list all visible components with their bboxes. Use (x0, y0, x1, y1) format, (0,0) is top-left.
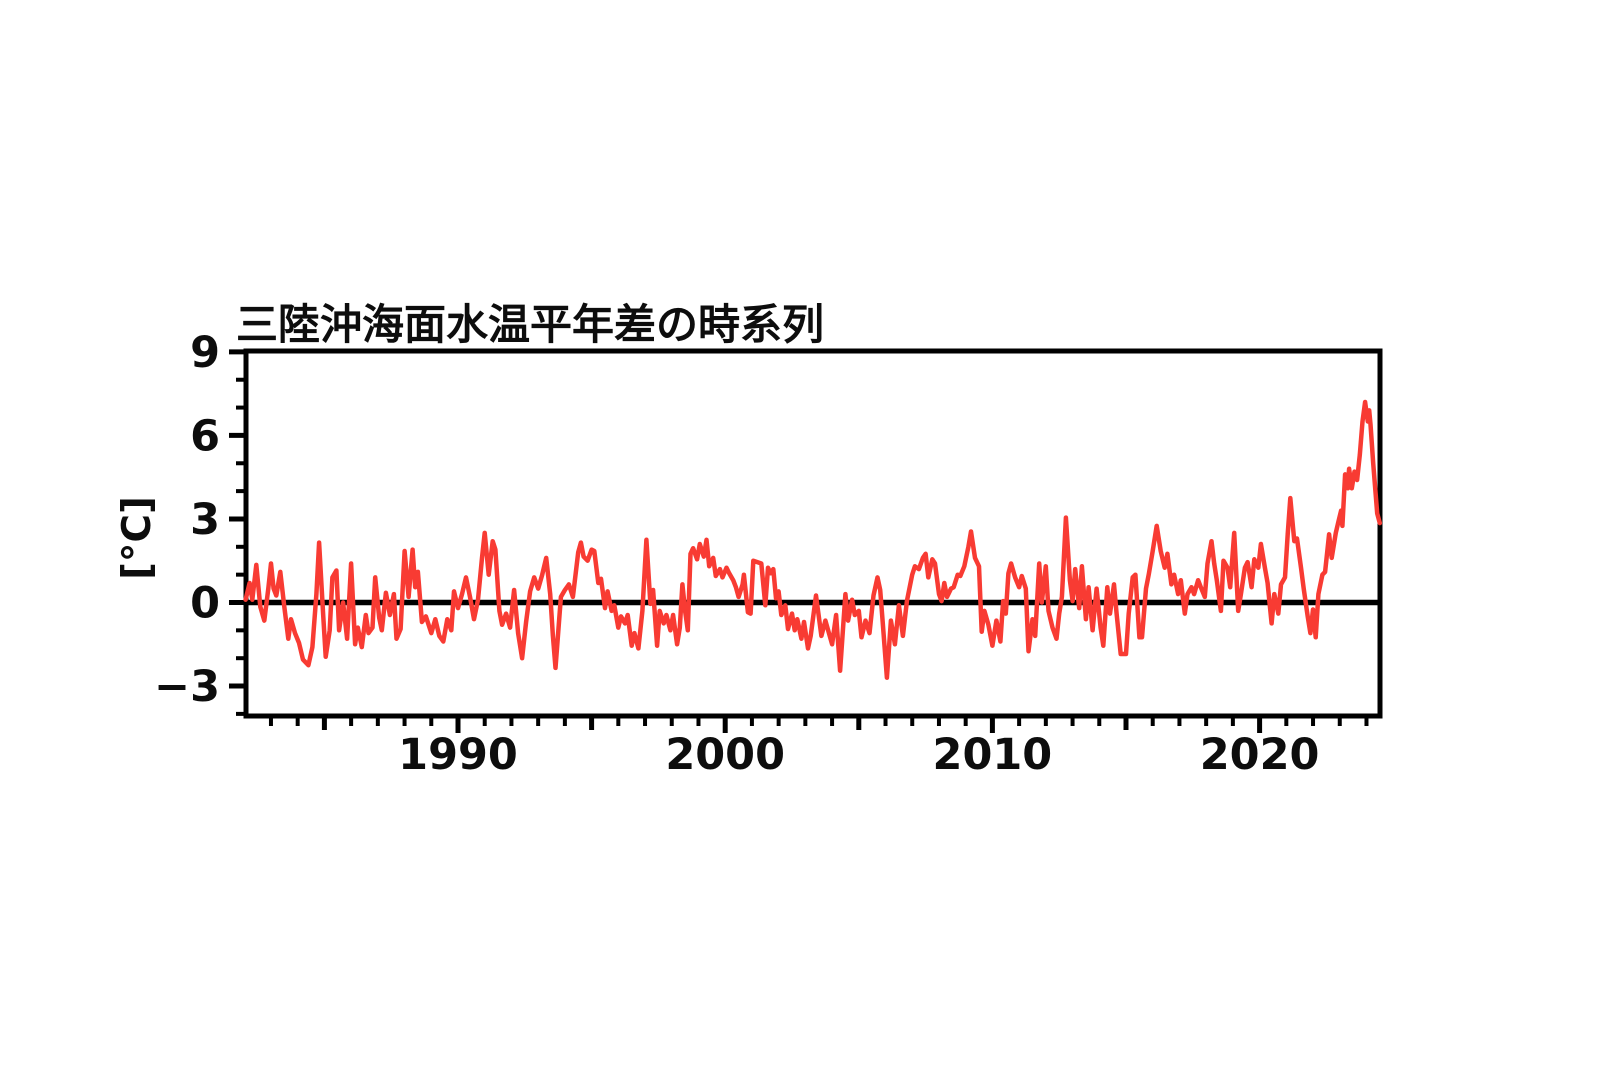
sst-anomaly-line (243, 399, 1383, 680)
y-axis-unit-label: [°C] (115, 496, 160, 580)
y-tick-label: 0 (190, 579, 220, 629)
x-tick-label: 2010 (933, 730, 1053, 780)
x-tick-label: 1990 (398, 730, 518, 780)
y-tick-label: 6 (190, 411, 220, 461)
plot-frame (243, 348, 1383, 719)
axes-layer: 1990 2000 2010 2020 9 6 3 0 −3 (154, 328, 1383, 780)
series-layer (243, 399, 1383, 680)
y-tick-label: 9 (190, 328, 220, 378)
chart-title: 三陸沖海面水温平年差の時系列 (236, 300, 824, 349)
y-tick-label: 3 (190, 495, 220, 545)
x-tick-label: 2020 (1200, 730, 1320, 780)
x-tick-label: 2000 (665, 730, 785, 780)
y-tick-label: −3 (154, 662, 220, 712)
